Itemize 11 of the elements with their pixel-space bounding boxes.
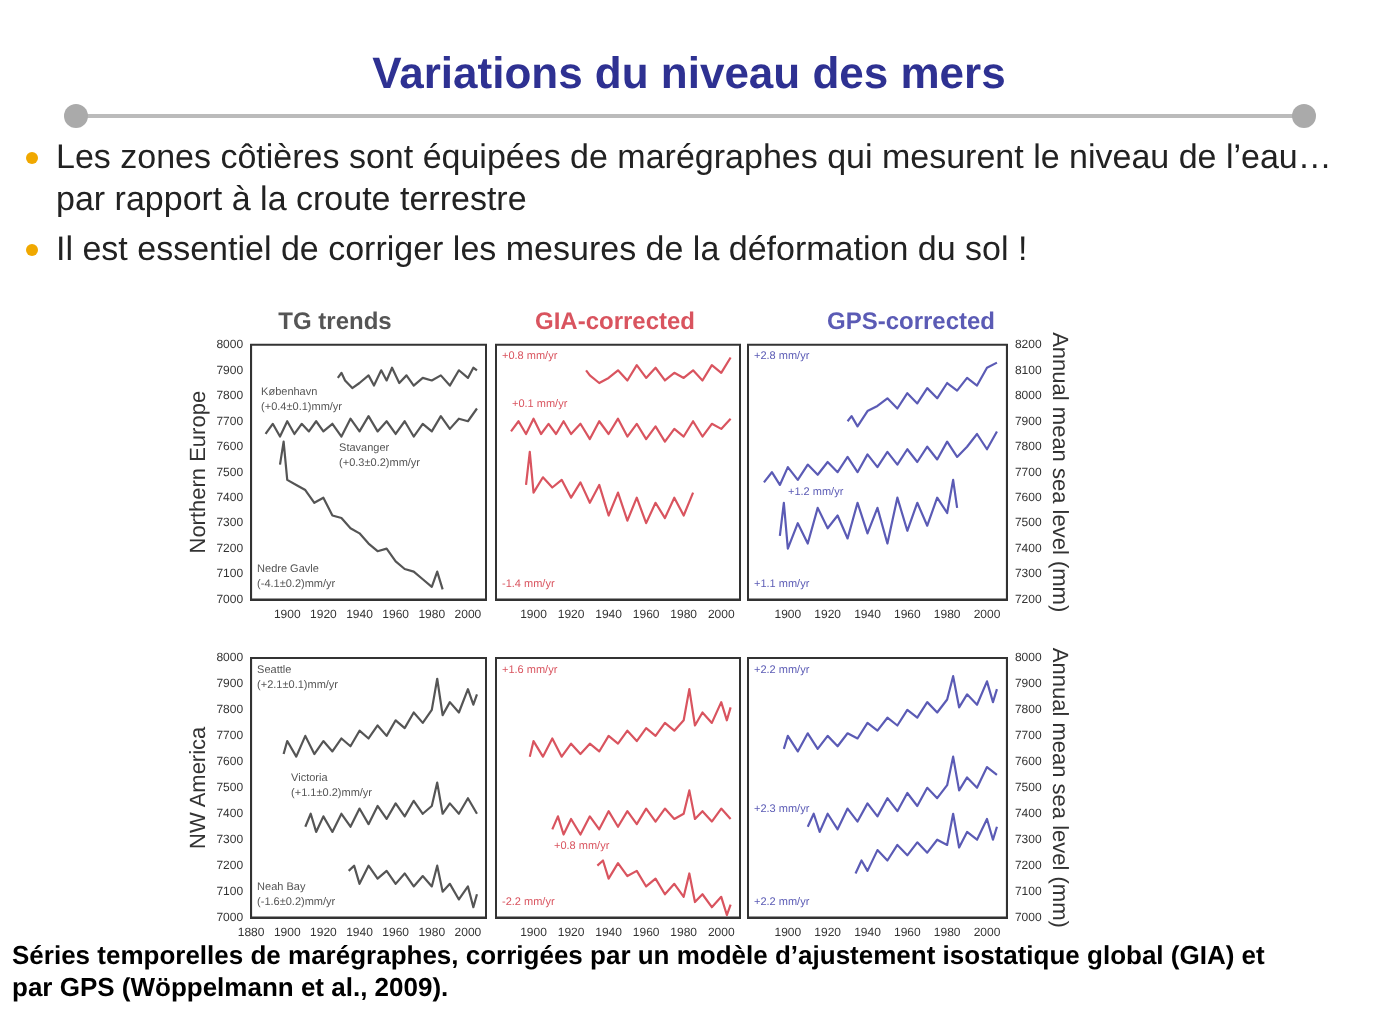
text: Séries temporelles de marégraphes, corrigées par un modèle d’ajustement isostatique global (GIA) et par GPS (Wöppelmann et al., 2009). xyxy=(12,940,1267,1004)
y-axis-title: Northern Europe xyxy=(187,390,212,554)
text: Variations du niveau des mers xyxy=(370,48,1008,100)
y2-axis-title: Annual mean sea level (mm) xyxy=(1046,647,1071,928)
y-axis-title: NW America xyxy=(187,724,212,849)
text: Il est essentiel de corriger les mesures de la déformation du sol ! xyxy=(56,228,1030,270)
chart-title: GPS-corrected xyxy=(826,307,996,336)
text: Les zones côtières sont équipées de marégraphes qui mesurent le niveau de l’eau… par rapport à la croute terrestre xyxy=(56,136,1334,220)
chart-title: GIA-corrected xyxy=(534,307,696,336)
chart-title: TG trends xyxy=(278,307,393,336)
y2-axis-title: Annual mean sea level (mm) xyxy=(1046,332,1071,613)
